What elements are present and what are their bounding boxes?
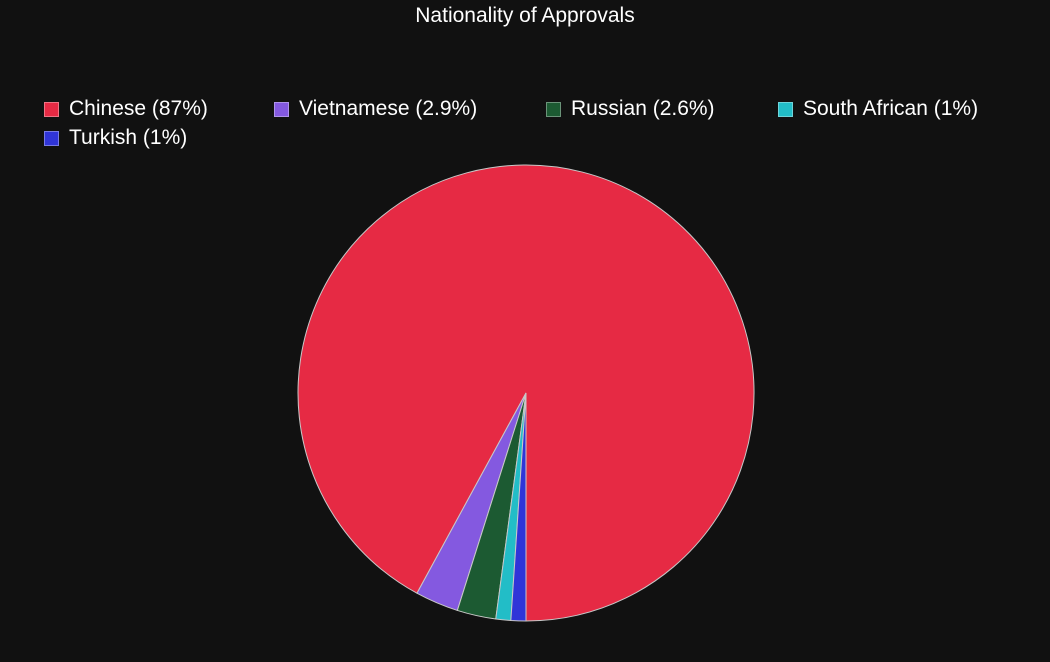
legend-label-vietnamese: Vietnamese (2.9%) <box>299 97 478 120</box>
legend-label-turkish: Turkish (1%) <box>69 126 188 149</box>
legend-label-russian: Russian (2.6%) <box>571 97 715 120</box>
legend-item-vietnamese[interactable]: Vietnamese (2.9%) <box>274 96 477 122</box>
legend-item-south-african[interactable]: South African (1%) <box>778 96 978 122</box>
legend-item-turkish[interactable]: Turkish (1%) <box>44 125 187 151</box>
legend-swatch-chinese <box>44 101 59 117</box>
legend-swatch-turkish <box>44 130 59 146</box>
legend-row: Turkish (1%) <box>44 125 1024 151</box>
legend-label-south-african: South African (1%) <box>803 97 979 120</box>
legend-label-chinese: Chinese (87%) <box>69 97 208 120</box>
legend-swatch-russian <box>546 101 561 117</box>
legend-row: Chinese (87%) Vietnamese (2.9%) Russian … <box>44 96 1024 122</box>
pie-slice-turkish[interactable] <box>510 392 527 622</box>
chart-title: Nationality of Approvals <box>415 4 635 27</box>
legend-swatch-vietnamese <box>274 101 289 117</box>
legend-item-chinese[interactable]: Chinese (87%) <box>44 96 208 122</box>
legend-swatch-south-african <box>778 101 793 117</box>
legend-item-russian[interactable]: Russian (2.6%) <box>546 96 715 122</box>
